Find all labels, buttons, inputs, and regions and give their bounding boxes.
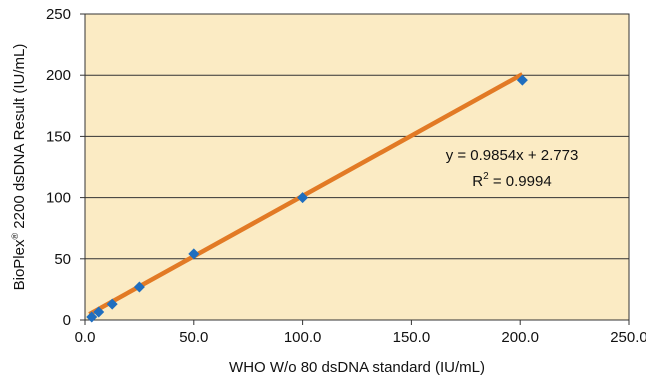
y-tick-label: 150 [46,128,71,145]
gridlines [85,13,629,321]
data-point [93,306,105,318]
data-point [86,311,98,323]
y-tick-label: 200 [46,67,71,84]
r-squared-prefix: R [472,173,483,190]
x-tick-label: 150.0 [393,329,431,346]
x-axis-title: WHO W/o 80 dsDNA standard (IU/mL) [229,359,485,376]
trendline-equation: y = 0.9854x + 2.773 [446,147,579,164]
y-tick-label: 250 [46,6,71,23]
y-tick-label: 50 [54,251,71,268]
x-tick-label: 0.0 [75,329,96,346]
trendline [88,72,524,317]
trendline-group [88,72,524,317]
r-squared-label: R2 = 0.9994 [472,171,551,190]
y-axis-ticks: 0 50 100 150 200 250 [46,6,85,329]
y-tick-label: 0 [63,312,71,329]
x-axis-ticks: 0.0 50.0 100.0 150.0 200.0 250.0 [75,320,646,346]
data-point [106,298,118,310]
data-point [133,281,145,293]
y-axis-title-sup: ® [10,233,20,240]
x-tick-label: 200.0 [501,329,539,346]
x-tick-label: 100.0 [284,329,322,346]
y-tick-label: 100 [46,190,71,207]
r-squared-value: = 0.9994 [489,173,552,190]
r-squared-sup: 2 [483,171,489,182]
data-point [188,248,200,260]
data-point [516,74,528,86]
data-point [297,192,309,204]
x-tick-label: 250.0 [610,329,646,346]
y-axis-title-prefix: BioPlex [11,239,28,290]
y-axis-title-suffix: 2200 dsDNA Result (IU/mL) [11,44,28,233]
data-points [86,74,528,323]
y-axis-title: BioPlex® 2200 dsDNA Result (IU/mL) [10,44,28,291]
x-tick-label: 50.0 [179,329,208,346]
